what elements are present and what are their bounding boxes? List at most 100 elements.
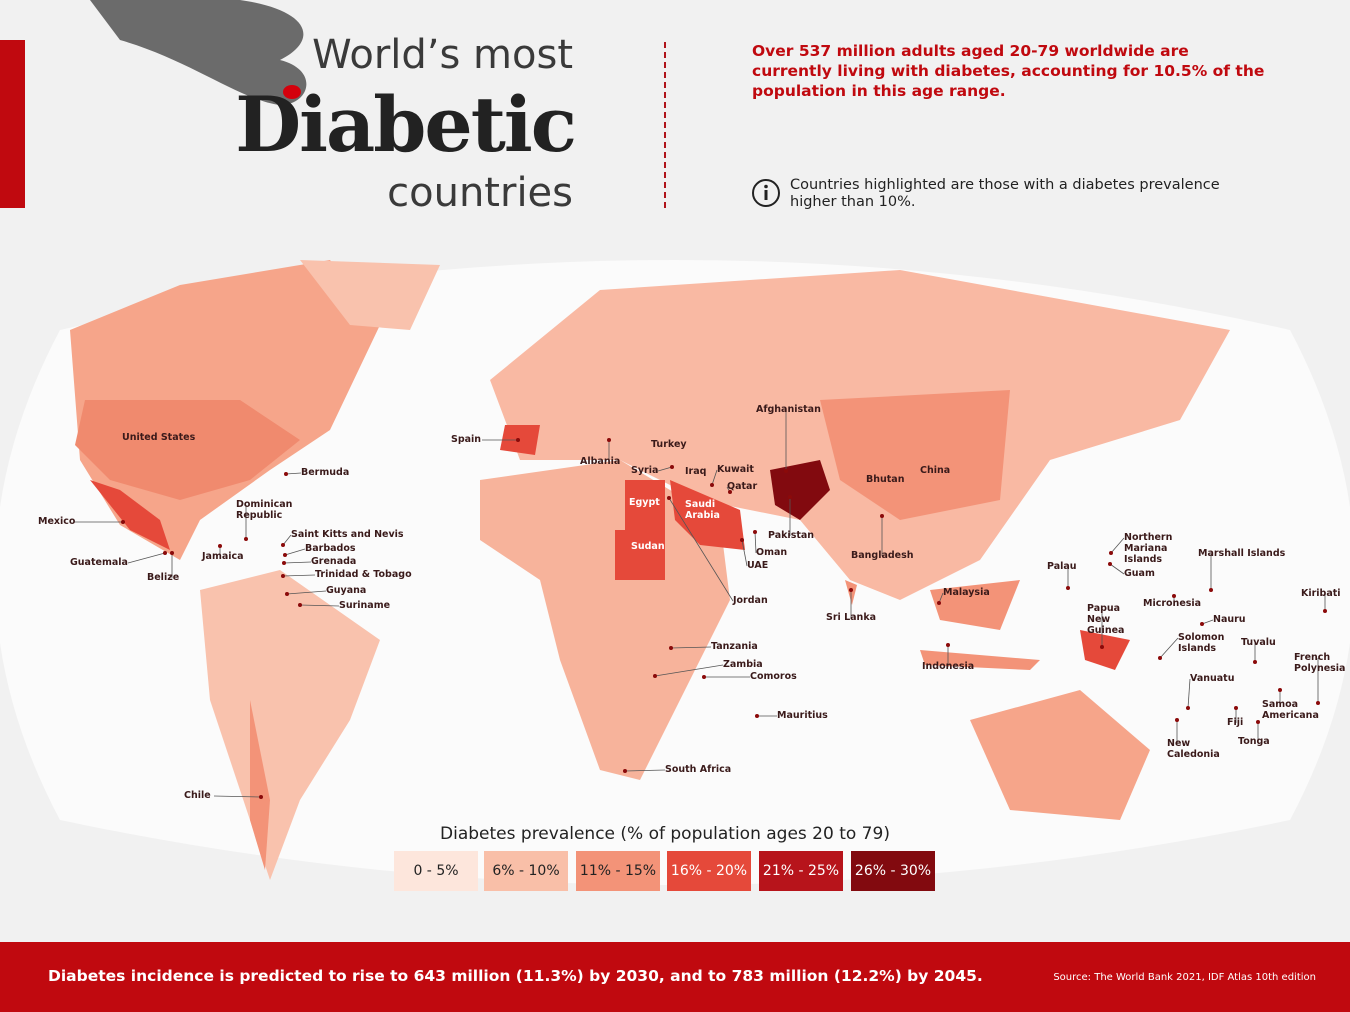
country-dot xyxy=(784,469,788,473)
country-dot xyxy=(1256,720,1260,724)
country-dot xyxy=(516,438,520,442)
country-label: Solomon Islands xyxy=(1178,632,1225,654)
leader-line xyxy=(1159,637,1179,659)
country-label: Bhutan xyxy=(866,474,905,485)
country-dot xyxy=(244,537,248,541)
leader-line xyxy=(1110,537,1125,554)
country-dot xyxy=(1186,706,1190,710)
country-dot xyxy=(1323,609,1327,613)
legend-item: 11% - 15% xyxy=(576,851,660,891)
country-dot xyxy=(710,483,714,487)
leader-line xyxy=(285,472,302,475)
country-label: United States xyxy=(122,432,196,443)
footer-band xyxy=(0,942,1350,1012)
country-label: Guyana xyxy=(326,585,367,596)
leader-line xyxy=(283,561,312,564)
country-label: Mexico xyxy=(38,516,76,527)
leader-line xyxy=(741,539,748,567)
footer-text: Diabetes incidence is predicted to rise … xyxy=(48,967,983,985)
leader-line xyxy=(127,552,166,564)
leader-line xyxy=(284,548,306,556)
country-dot xyxy=(1234,706,1238,710)
country-dot xyxy=(1158,656,1162,660)
leader-line xyxy=(657,466,673,472)
country-dot xyxy=(667,496,671,500)
country-dot xyxy=(259,795,263,799)
country-label: Bermuda xyxy=(301,467,350,478)
title-top: World’s most xyxy=(312,32,573,78)
country-dot xyxy=(281,574,285,578)
legend-item: 16% - 20% xyxy=(667,851,751,891)
leader-line xyxy=(282,534,292,546)
country-dot xyxy=(1175,718,1179,722)
country-label: UAE xyxy=(747,560,769,571)
legend-item: 26% - 30% xyxy=(851,851,935,891)
leader-line xyxy=(670,646,712,649)
country-label: Tanzania xyxy=(711,641,758,652)
country-dot xyxy=(281,543,285,547)
country-dot xyxy=(728,490,732,494)
hand-illustration xyxy=(90,0,307,105)
country-label: Guatemala xyxy=(70,557,128,568)
country-label: Zambia xyxy=(723,659,763,670)
country-label: Syria xyxy=(631,465,659,476)
info-icon xyxy=(752,179,780,207)
country-label: Kuwait xyxy=(717,464,754,475)
intro-text: Over 537 million adults aged 20-79 world… xyxy=(752,42,1265,100)
leader-line xyxy=(1109,563,1125,575)
country-dot xyxy=(937,601,941,605)
leader-line xyxy=(1187,678,1191,709)
country-dot xyxy=(1209,588,1213,592)
country-dot xyxy=(1100,645,1104,649)
country-dot xyxy=(607,438,611,442)
country-label: Mauritius xyxy=(777,710,828,721)
country-label: French Polynesia xyxy=(1294,652,1346,674)
leader-line xyxy=(282,574,316,577)
country-label: Comoros xyxy=(750,671,797,682)
country-dot xyxy=(702,675,706,679)
country-label: Qatar xyxy=(727,481,758,492)
country-label: China xyxy=(920,465,951,476)
leader-line xyxy=(286,590,327,595)
legend-item: 21% - 25% xyxy=(759,851,843,891)
country-label: Saudi Arabia xyxy=(685,499,720,521)
country-label: Pakistan xyxy=(768,530,815,541)
country-dot xyxy=(285,592,289,596)
country-label: New Caledonia xyxy=(1167,738,1220,760)
leader-line xyxy=(624,769,666,772)
country-dot xyxy=(1172,594,1176,598)
country-label: Iraq xyxy=(685,466,707,477)
country-dot xyxy=(1108,562,1112,566)
country-label: Sudan xyxy=(631,541,665,552)
country-label: Indonesia xyxy=(922,661,975,672)
country-dot xyxy=(1253,660,1257,664)
country-dot xyxy=(753,530,757,534)
country-label: Marshall Islands xyxy=(1198,548,1286,559)
country-label: Samoa Americana xyxy=(1262,699,1319,721)
country-dot xyxy=(755,714,759,718)
world-map xyxy=(0,260,1350,885)
country-label: Turkey xyxy=(651,439,687,450)
country-label: Fiji xyxy=(1227,717,1244,728)
country-dot xyxy=(1316,701,1320,705)
country-dot xyxy=(1200,622,1204,626)
accent-bar xyxy=(0,40,25,208)
country-dot xyxy=(283,553,287,557)
country-label: Grenada xyxy=(311,556,357,567)
country-dot xyxy=(849,588,853,592)
country-dot xyxy=(284,472,288,476)
country-label: South Africa xyxy=(665,764,732,775)
country-label: Jamaica xyxy=(202,551,244,562)
country-label: Egypt xyxy=(629,497,660,508)
legend-item: 6% - 10% xyxy=(484,851,568,891)
country-label: Tonga xyxy=(1238,736,1270,747)
leader-line xyxy=(711,469,718,486)
country-dot xyxy=(282,561,286,565)
country-dot xyxy=(1109,551,1113,555)
leader-line xyxy=(299,604,340,607)
country-label: Oman xyxy=(756,547,788,558)
country-label: Dominican Republic xyxy=(236,499,293,521)
leader-line xyxy=(754,531,757,554)
divider xyxy=(664,42,666,208)
